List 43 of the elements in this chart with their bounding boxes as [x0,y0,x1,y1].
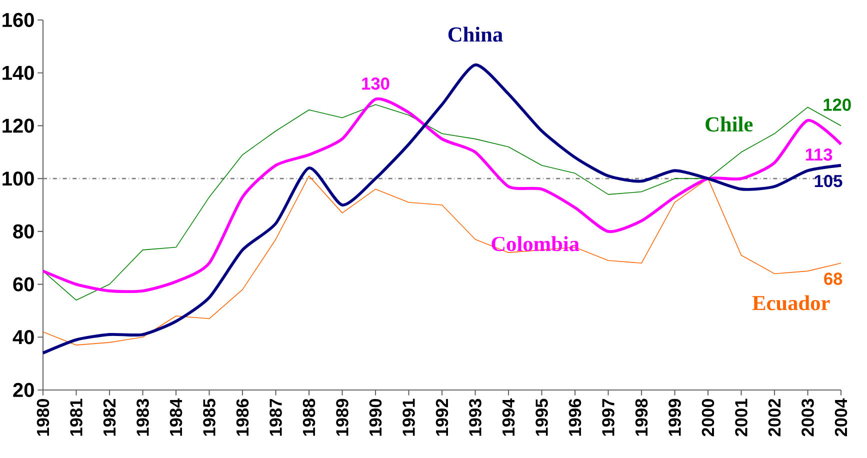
data-label: 130 [362,77,390,90]
x-tick-label: 2000 [702,398,714,436]
y-tick-label: 40 [12,330,34,344]
y-tick-label: 80 [13,224,34,238]
x-tick-label: 1998 [635,398,648,436]
x-tick-label: 1993 [469,398,482,436]
x-tick-label: 1986 [236,398,249,436]
series-label: China [448,26,503,42]
x-tick-label: 2004 [834,398,848,436]
x-tick-label: 1990 [369,398,382,436]
y-tick-label: 160 [2,12,34,28]
y-tick-label: 140 [2,66,34,80]
x-tick-label: 1985 [203,398,216,436]
data-label: 120 [824,98,851,111]
x-tick-label: 2002 [768,398,781,436]
x-tick-label: 2003 [802,398,814,436]
data-label: 68 [824,272,842,285]
x-tick-label: 1999 [668,398,681,436]
x-tick-label: 1981 [70,398,82,436]
x-tick-label: 1991 [402,398,415,436]
x-tick-label: 1984 [170,398,182,436]
y-tick-label: 60 [13,277,34,292]
series-label: Chile [706,116,753,132]
y-tick-label: 20 [13,382,34,398]
series-label: Ecuador [752,295,830,310]
y-tick-label: 120 [2,118,34,133]
series-label: Colombia [492,236,580,252]
x-tick-label: 1994 [502,398,515,436]
x-tick-label: 1997 [602,399,614,436]
x-tick-label: 1995 [536,398,548,436]
y-tick-label: 100 [2,171,34,186]
data-label: 105 [814,174,842,188]
x-tick-label: 1988 [302,398,316,436]
x-tick-label: 1996 [568,398,582,436]
x-tick-label: 2001 [735,398,748,436]
x-tick-label: 1989 [336,398,348,436]
line-series [42,176,842,346]
x-tick-label: 1980 [36,398,50,436]
data-label: 113 [806,148,832,161]
x-tick-label: 1983 [136,398,149,436]
x-tick-label: 1982 [103,398,116,436]
x-tick-label: 1992 [436,398,448,436]
x-tick-label: 1987 [270,399,282,436]
